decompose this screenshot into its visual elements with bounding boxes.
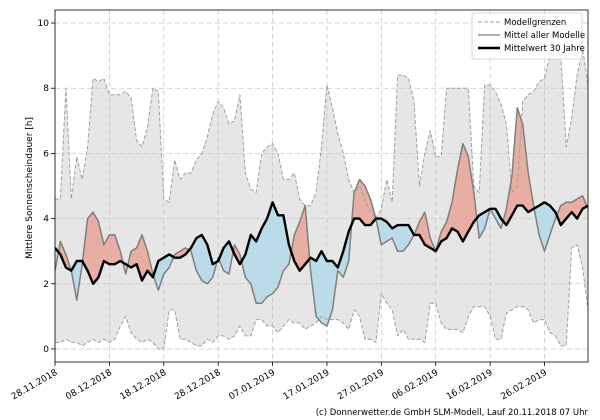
series-range-max-line [55, 16, 588, 220]
plot-clipped-group [55, 10, 588, 362]
above-fill [92, 212, 99, 285]
y-tick-label: 8 [43, 84, 49, 94]
footer-credit: (c) Donnerwetter.de GmbH SLM-Modell, Lau… [316, 408, 589, 418]
series-mean-line [55, 107, 588, 327]
below-fill [261, 218, 268, 304]
legend-label-mean: Mittel aller Modelle [504, 31, 585, 41]
above-fill [462, 143, 469, 242]
legend: Modellgrenzen Mittel aller Modelle Mitte… [471, 12, 585, 60]
y-axis: 0 2 4 6 8 10 [38, 19, 55, 355]
below-fill [321, 251, 328, 327]
y-tick-label: 6 [43, 149, 49, 159]
below-fill [315, 251, 322, 324]
series-climate-line [55, 201, 588, 285]
range-band [55, 16, 588, 349]
above-fill [109, 234, 116, 265]
legend-label-climate: Mittelwert 30 Jahre [504, 44, 585, 54]
y-tick-label: 4 [43, 215, 49, 225]
y-tick-label: 10 [38, 19, 50, 29]
y-tick-label: 2 [43, 280, 49, 290]
legend-label-range: Modellgrenzen [504, 18, 566, 28]
plot-frame [54, 9, 589, 363]
y-tick-label: 0 [43, 345, 49, 355]
series-range-min-line [55, 244, 588, 350]
y-axis-title: Mittlere Sonnenscheindauer [h] [25, 117, 35, 259]
below-fill [397, 224, 404, 252]
